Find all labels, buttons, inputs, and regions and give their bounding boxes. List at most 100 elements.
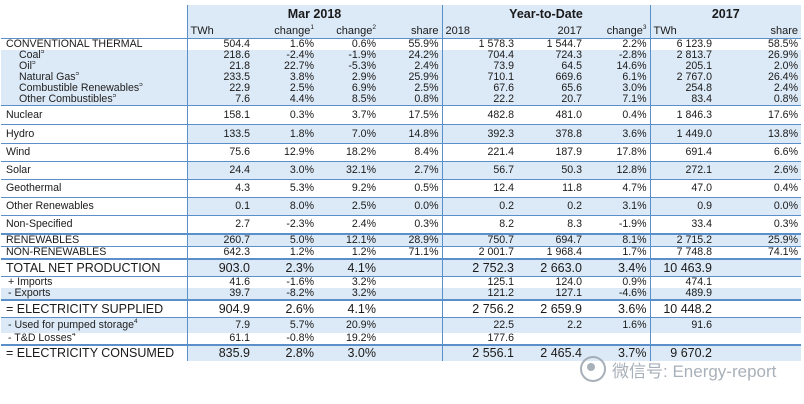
cell-share	[379, 317, 442, 333]
row-exports: - Exports 39.7 -8.2% 3.2% 121.2 127.1 -4.6% 489…	[1, 288, 801, 300]
cell-ch3: 3.6%	[585, 124, 650, 144]
cell-share: 0.5%	[379, 179, 442, 198]
cell-twh: 39.7	[186, 288, 253, 300]
cell-y17: 669.6	[517, 72, 585, 83]
cell-ch1: 2.5%	[253, 83, 317, 94]
cell-ch1: -8.2%	[253, 288, 317, 300]
cell-ch1: 12.9%	[253, 143, 317, 162]
cell-y17: 127.1	[517, 288, 585, 300]
row-elec-supplied: = ELECTRICITY SUPPLIED 904.9 2.6% 4.1% 2 756…	[1, 299, 801, 318]
cell-share: 2.5%	[379, 83, 442, 94]
cell-share: 25.9%	[379, 72, 442, 83]
header-row-periods: Mar 2018 Year-to-Date 2017	[1, 5, 801, 24]
cell-y18: 710.1	[441, 72, 517, 83]
row-label: NON-RENEWABLES	[1, 246, 187, 259]
cell-y17: 64.5	[517, 61, 585, 72]
cell-ch1: 1.6%	[289, 38, 314, 50]
cell-ch2: 20.9%	[317, 317, 379, 333]
row-label-text: NON-RENEWABLES	[6, 246, 107, 258]
cell-ch1: 5.7%	[253, 317, 317, 333]
cell-ch1: 22.7%	[253, 61, 317, 72]
cell-ch2: 4.1%	[317, 299, 379, 318]
cell-share: 8.4%	[379, 143, 442, 162]
footnote-marker: 5	[75, 72, 80, 77]
header-2017: 2017	[649, 5, 801, 24]
row-label-text: RENEWABLES	[6, 234, 80, 246]
cell-ch2: 4.1%	[317, 258, 379, 277]
cell-t17: 2 813.7	[649, 50, 715, 61]
col-share-2017: share	[715, 24, 801, 39]
cell-share	[379, 344, 442, 361]
cell-y17: 1 968.4	[517, 246, 585, 259]
cell-t17: 272.1	[649, 161, 715, 180]
cell-ch3: 3.6%	[585, 299, 650, 318]
cell-t17: 1 846.3	[649, 105, 715, 125]
row-label: RENEWABLES	[1, 233, 187, 247]
cell-ch3: 2.2%	[622, 38, 647, 50]
cell-y18: 0.2	[441, 197, 517, 216]
footnote-marker: 5	[31, 61, 36, 66]
cell-ch3: 3.4%	[585, 258, 650, 277]
cell-twh: 22.9	[186, 83, 253, 94]
cell-ch1: -0.8%	[286, 333, 314, 344]
cell-ch3: 3.1%	[585, 197, 650, 216]
cell-s17: 0.3%	[715, 215, 801, 234]
row-label-text: - Exports	[8, 288, 51, 299]
row-label: Geothermal	[1, 179, 187, 198]
cell-s17: 74.1%	[715, 246, 801, 259]
cell-t17: 33.4	[649, 215, 715, 234]
cell-share	[379, 288, 442, 300]
cell-s17: 26.4%	[715, 72, 801, 83]
cell-y17: 724.3	[517, 50, 585, 61]
cell-s17: 26.9%	[715, 50, 801, 61]
cell-ch3: 0.4%	[585, 105, 650, 125]
cell-y18: 392.3	[441, 124, 517, 144]
cell-y17: 2 659.9	[517, 299, 585, 318]
cell-ch2: 18.2%	[317, 143, 379, 162]
cell-twh: 61.1	[186, 333, 253, 345]
cell-t17: 10 448.2	[649, 299, 715, 318]
row-label: Combustible Renewables5	[1, 83, 187, 94]
footnote-marker: 4	[134, 318, 138, 325]
cell-ch1: 5.3%	[253, 179, 317, 198]
electricity-statistics-table: Mar 2018 Year-to-Date 2017 TWh change1 c…	[1, 5, 801, 361]
row-td-losses: - T&D Losses4 61.1 -0.8% 19.2% 177.6	[1, 333, 801, 345]
cell-twh: 504.4	[186, 38, 253, 50]
cell-y17: 2 663.0	[517, 258, 585, 277]
cell-twh: 41.6	[186, 276, 253, 288]
cell-share	[379, 333, 442, 345]
row-label-text: + Imports	[8, 276, 53, 288]
cell-s17: 0.4%	[715, 179, 801, 198]
col-twh-2017: TWh	[649, 24, 715, 39]
cell-twh: 7.9	[186, 317, 253, 333]
cell-y18: 22.2	[441, 94, 517, 106]
row-label: Non-Specified	[1, 215, 187, 234]
footnote-marker: 4	[71, 333, 76, 338]
cell-share: 71.1%	[379, 246, 442, 259]
row-label-text: Hydro	[6, 127, 35, 140]
cell-y18: 482.8	[441, 105, 517, 125]
cell-s17	[715, 333, 801, 345]
cell-share	[379, 258, 442, 277]
row-renewables: RENEWABLES 260.7 5.0% 12.1% 28.9% 750.7 694.7 8…	[1, 233, 801, 247]
cell-s17	[715, 317, 801, 333]
row-oil: Oil5 21.8 22.7% -5.3% 2.4% 73.9 64.5 14.6% 205.1…	[1, 61, 801, 72]
cell-s17	[715, 299, 801, 318]
cell-y17: 20.7	[517, 94, 585, 106]
cell-t17: 10 463.9	[649, 258, 715, 277]
row-label-text: TOTAL NET PRODUCTION	[6, 260, 161, 275]
cell-t17: 205.1	[649, 61, 715, 72]
cell-share: 2.4%	[379, 61, 442, 72]
cell-twh: 835.9	[186, 344, 253, 361]
cell-y18: 22.5	[441, 317, 517, 333]
header-blank	[1, 5, 187, 24]
col-change-1: change1	[253, 24, 317, 39]
cell-twh: 75.6	[186, 143, 253, 162]
cell-s17	[715, 288, 801, 300]
col-change-3: change3	[585, 24, 650, 39]
row-label-text: = ELECTRICITY SUPPLIED	[6, 301, 164, 316]
col-ytd-2018: 2018	[441, 24, 517, 39]
cell-s17: 25.9%	[715, 233, 801, 247]
watermark-text: 微信号: Energy-report	[612, 361, 777, 381]
